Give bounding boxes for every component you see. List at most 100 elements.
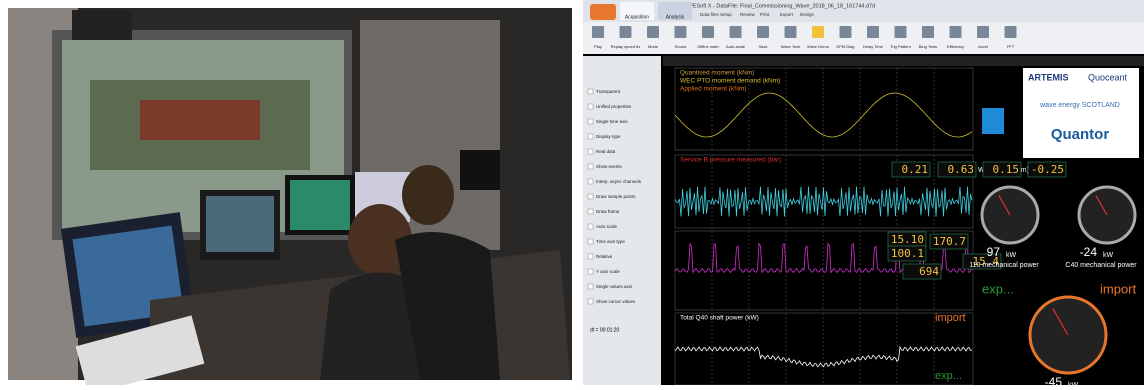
checkbox[interactable] xyxy=(588,119,593,124)
logo: wave energy SCOTLAND xyxy=(1039,102,1120,109)
toolbar-label: Offline math xyxy=(697,44,719,49)
panel-item: Draw frame xyxy=(596,209,620,214)
chart-panel xyxy=(675,313,973,385)
toolbar-label: Efficiency xyxy=(947,44,964,49)
cursor-readout: dt = 00:01:20 xyxy=(590,327,620,333)
panel-item: Relative xyxy=(596,254,613,259)
toolbar-button[interactable] xyxy=(702,26,714,38)
checkbox[interactable] xyxy=(588,209,593,214)
panel-item: Interp. async channels xyxy=(596,179,642,184)
toolbar-label: Wave Demo xyxy=(807,44,830,49)
chart-legend: Applied moment (kNm) xyxy=(680,86,746,93)
checkbox[interactable] xyxy=(588,224,593,229)
toolbar-button[interactable] xyxy=(840,26,852,38)
toolbar-button[interactable] xyxy=(950,26,962,38)
checkbox[interactable] xyxy=(588,239,593,244)
display-value: 694 xyxy=(919,265,939,278)
panel-item: Real data xyxy=(596,149,616,154)
panel-item: Single values axis xyxy=(596,284,633,289)
menu-item[interactable]: Print xyxy=(760,12,770,17)
logo: Quantor xyxy=(1051,126,1109,143)
side-note: exp... xyxy=(982,281,1014,296)
display-value: 15.10 xyxy=(891,233,924,246)
chart-legend: Total Q40 shaft power (kW) xyxy=(680,315,759,322)
menu-item[interactable]: Review xyxy=(740,12,756,17)
toolbar-button[interactable] xyxy=(647,26,659,38)
toolbar-label: Save xyxy=(758,44,768,49)
toolbar-label: Sound xyxy=(675,44,687,49)
gauge-value: -24 xyxy=(1080,245,1098,259)
panel-item: Y axis scale xyxy=(596,269,620,274)
menu-item[interactable]: Data files xyxy=(700,12,720,17)
logo: Quoceant xyxy=(1088,72,1128,82)
toolbar-label: Delay Time xyxy=(863,44,884,49)
checkbox[interactable] xyxy=(588,89,593,94)
lab-photo xyxy=(8,8,572,385)
panel-item: Transparent xyxy=(596,89,621,94)
toolbar-label: EPM Diag xyxy=(836,44,854,49)
toolbar-label: Accel xyxy=(978,44,988,49)
tab-label: Analysis xyxy=(666,14,685,20)
chart-legend: Quantised moment (kNm) xyxy=(680,70,754,77)
checkbox[interactable] xyxy=(588,269,593,274)
checkbox[interactable] xyxy=(588,284,593,289)
toolbar-button[interactable] xyxy=(730,26,742,38)
app-logo[interactable] xyxy=(590,4,616,20)
panel-item: Time axis type xyxy=(596,239,625,244)
toolbar-button[interactable] xyxy=(895,26,907,38)
display-value: 0.21 xyxy=(902,163,929,176)
toolbar-label: Wave Tech xyxy=(781,44,801,49)
toolbar-label: Auto-scale xyxy=(726,44,746,49)
toolbar-button[interactable] xyxy=(812,26,824,38)
toolbar-label: Blug Tests xyxy=(919,44,937,49)
panel-item: Show cursor values xyxy=(596,299,636,304)
panel-item: Auto scale xyxy=(596,224,618,229)
toolbar-button[interactable] xyxy=(1005,26,1017,38)
gauge-value: 97 xyxy=(987,245,1001,259)
toolbar-button[interactable] xyxy=(922,26,934,38)
side-note: import xyxy=(1100,281,1137,296)
chart-note: exp... xyxy=(935,370,962,382)
checkbox[interactable] xyxy=(588,164,593,169)
toolbar-button[interactable] xyxy=(620,26,632,38)
page: DEWESoft X - DataFile: Final_Commissioni… xyxy=(0,0,1144,385)
toolbar-button[interactable] xyxy=(977,26,989,38)
display-value: 0.63 xyxy=(948,163,975,176)
gauge-label: C40 mechanical power xyxy=(1065,262,1137,269)
toolbar-button[interactable] xyxy=(675,26,687,38)
checkbox[interactable] xyxy=(588,149,593,154)
toolbar-label: Replay speed 8x xyxy=(611,44,641,49)
menu-item[interactable]: Design xyxy=(800,12,815,17)
window-title: DEWESoft X - DataFile: Final_Commissioni… xyxy=(680,3,875,9)
toolbar-button[interactable] xyxy=(785,26,797,38)
display-value: -0.25 xyxy=(1031,163,1064,176)
display-value: 100.1 xyxy=(891,247,924,260)
toolbar-button[interactable] xyxy=(867,26,879,38)
checkbox[interactable] xyxy=(588,179,593,184)
chart-legend: WEC PTO moment demand (kNm) xyxy=(680,78,780,85)
logo: ARTEMIS xyxy=(1028,72,1069,82)
toolbar-label: Trig Pattern xyxy=(890,44,911,49)
gauge-unit: kW xyxy=(1103,252,1114,259)
checkbox[interactable] xyxy=(588,194,593,199)
toolbar-label: Play xyxy=(594,44,602,49)
toolbar-label: FFT xyxy=(1007,44,1015,49)
checkbox[interactable] xyxy=(588,104,593,109)
chart-note: import xyxy=(935,312,966,324)
gauge-value: -45 xyxy=(1045,375,1063,385)
panel-item: Draw sample points xyxy=(596,194,636,199)
checkbox[interactable] xyxy=(588,134,593,139)
toolbar-button[interactable] xyxy=(757,26,769,38)
toolbar-label: Mode xyxy=(648,44,659,49)
menu-item[interactable]: Export xyxy=(780,12,794,17)
checkbox[interactable] xyxy=(588,254,593,259)
panel-item: Show events xyxy=(596,164,623,169)
checkbox[interactable] xyxy=(588,299,593,304)
toolbar-button[interactable] xyxy=(592,26,604,38)
menu-item[interactable]: Setup xyxy=(720,12,732,17)
panel-item: Unified properties xyxy=(596,104,632,109)
gauge-unit: kW xyxy=(1006,252,1017,259)
panel-item: Display type xyxy=(596,134,621,139)
display-value: 170.7 xyxy=(933,235,966,248)
panel-item: Single time axis xyxy=(596,119,628,124)
